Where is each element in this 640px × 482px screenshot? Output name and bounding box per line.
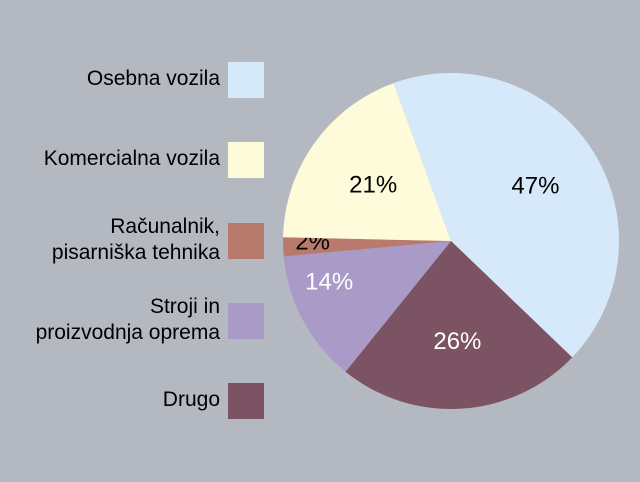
legend-swatch-3 [228,303,264,339]
slice-label-4: 21% [349,172,397,199]
legend-swatch-1 [228,142,264,178]
legend-swatch-0 [228,62,264,98]
pie-slice-2 [283,241,451,372]
legend-line: Drugo [162,388,220,411]
legend-label-1: Komercialna vozila [44,146,220,172]
legend-label-0: Osebna vozila [87,66,220,92]
legend-line: Stroji in [149,295,220,318]
slice-label-2: 14% [305,269,353,296]
legend-line: pisarniška tehnika [51,241,220,264]
pie-slice-0 [393,72,620,358]
legend-label-4: Drugo [163,387,220,413]
slice-label-0: 47% [511,172,559,199]
legend-label-2: Računalnik, pisarniška tehnika [52,214,220,266]
legend-line: Računalnik, [110,215,220,238]
legend-swatch-4 [228,383,264,419]
pie-slice-4 [283,83,451,241]
legend-line: Osebna vozila [86,67,220,90]
legend-swatch-2 [228,223,264,259]
pie-slice-1 [345,241,573,409]
pie-slice-3 [283,237,451,257]
legend-line: Komercialna vozila [43,147,220,170]
slice-label-1: 26% [433,328,481,355]
legend-line: proizvodnja oprema [35,321,220,344]
legend-label-3: Stroji in proizvodnja oprema [36,294,220,346]
